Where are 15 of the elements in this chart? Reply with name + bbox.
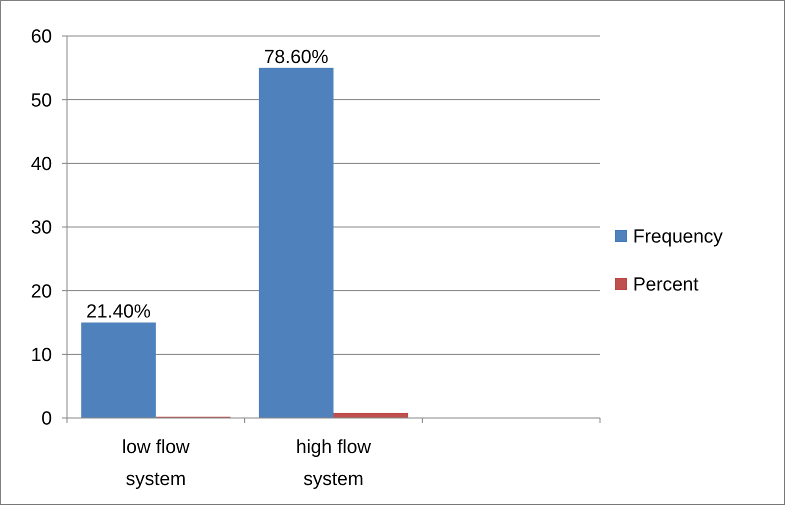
bar: [81, 322, 156, 418]
legend-label: Percent: [633, 274, 700, 296]
x-tick-label: high flow system: [296, 437, 372, 490]
annotation: 78.60%: [264, 46, 329, 68]
y-tick-label: 30: [30, 218, 52, 239]
y-tick-label: 10: [30, 344, 52, 366]
legend-label: Frequency: [633, 226, 724, 248]
bar: [258, 68, 334, 418]
x-tick-label: low flow system: [122, 437, 190, 490]
annotation: 21.40%: [86, 302, 151, 322]
y-tick-label: 40: [30, 154, 52, 175]
y-tick-label: 0: [41, 408, 52, 430]
y-tick-label: 60: [30, 26, 52, 48]
y-tick-label: 20: [30, 281, 52, 302]
y-tick-label: 50: [30, 90, 52, 112]
